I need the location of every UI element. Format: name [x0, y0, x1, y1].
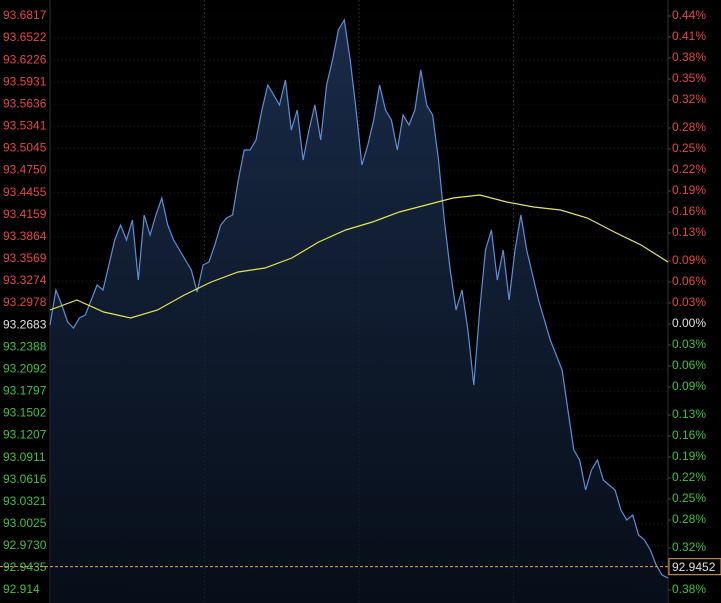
y-tick-label: 93.0025: [3, 516, 47, 530]
y2-tick-label: 0.35%: [672, 71, 706, 85]
y-tick-label: 93.0616: [3, 472, 47, 486]
y2-tick-label: 0.03%: [672, 337, 706, 351]
y2-tick-label: 0.13%: [672, 225, 706, 239]
y-tick-label: 93.4750: [3, 163, 47, 177]
y2-tick-label: 0.13%: [672, 407, 706, 421]
y-tick-label: 93.5931: [3, 74, 47, 88]
y-tick-label: 92.914: [3, 582, 40, 596]
y-tick-label: 93.5636: [3, 96, 47, 110]
y2-tick-label: 0.41%: [672, 29, 706, 43]
y-tick-label: 93.4455: [3, 185, 47, 199]
y2-tick-label: 0.22%: [672, 470, 706, 484]
y-tick-label: 93.3864: [3, 229, 47, 243]
y-tick-label: 93.1207: [3, 428, 47, 442]
y-tick-label: 93.2388: [3, 339, 47, 353]
y2-tick-label: 0.19%: [672, 449, 706, 463]
y2-tick-label: 0.32%: [672, 92, 706, 106]
y-tick-label: 93.2978: [3, 295, 47, 309]
y2-tick-label: 0.06%: [672, 358, 706, 372]
y2-tick-label: 0.00%: [672, 316, 706, 330]
y-tick-label: 93.1797: [3, 384, 47, 398]
price-area: [50, 20, 668, 603]
y2-tick-label: 0.09%: [672, 253, 706, 267]
y-tick-label: 93.3274: [3, 273, 47, 287]
last-price-tag: [668, 558, 721, 576]
y2-tick-label: 0.03%: [672, 295, 706, 309]
y-tick-label: 93.6522: [3, 30, 47, 44]
y-tick-label: 93.0321: [3, 494, 47, 508]
y-tick-label: 93.3569: [3, 251, 47, 265]
y-tick-label: 93.4159: [3, 207, 47, 221]
y2-tick-label: 0.25%: [672, 141, 706, 155]
y-tick-label: 93.5341: [3, 119, 47, 133]
y2-tick-label: 0.38%: [672, 50, 706, 64]
y2-tick-label: 0.16%: [672, 204, 706, 218]
last-price-label: 92.9452: [672, 560, 716, 574]
y2-tick-label: 0.28%: [672, 512, 706, 526]
y-tick-label: 93.2683: [3, 317, 47, 331]
average-line: [49, 194, 669, 319]
y2-tick-label: 0.28%: [672, 120, 706, 134]
y2-tick-label: 0.22%: [672, 162, 706, 176]
y-tick-label: 93.1502: [3, 406, 47, 420]
y2-tick-label: 0.19%: [672, 183, 706, 197]
y2-tick-label: 0.06%: [672, 274, 706, 288]
y2-tick-label: 0.16%: [672, 428, 706, 442]
y2-tick-label: 0.09%: [672, 379, 706, 393]
y-tick-label: 93.0911: [3, 450, 46, 464]
y2-tick-label: 0.32%: [672, 540, 706, 554]
y-tick-label: 93.2092: [3, 361, 47, 375]
y2-tick-label: 0.25%: [672, 491, 706, 505]
price-line: [49, 18, 669, 579]
y-tick-label: 93.6817: [3, 8, 47, 22]
y2-tick-label: 0.44%: [672, 8, 706, 22]
y2-tick-label: 0.38%: [672, 582, 706, 596]
y-tick-label: 93.6226: [3, 52, 47, 66]
y-tick-label: 92.9730: [3, 538, 47, 552]
y-tick-label: 92.9435: [3, 560, 47, 574]
y-tick-label: 93.5045: [3, 141, 47, 155]
